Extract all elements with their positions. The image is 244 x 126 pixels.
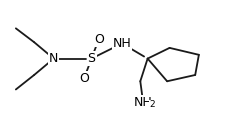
Text: O: O: [94, 33, 104, 46]
Text: S: S: [88, 52, 95, 65]
Text: O: O: [79, 72, 89, 85]
Text: N: N: [49, 52, 58, 65]
Text: 2: 2: [150, 100, 155, 109]
Text: NH: NH: [133, 96, 152, 109]
Text: NH: NH: [113, 37, 131, 50]
